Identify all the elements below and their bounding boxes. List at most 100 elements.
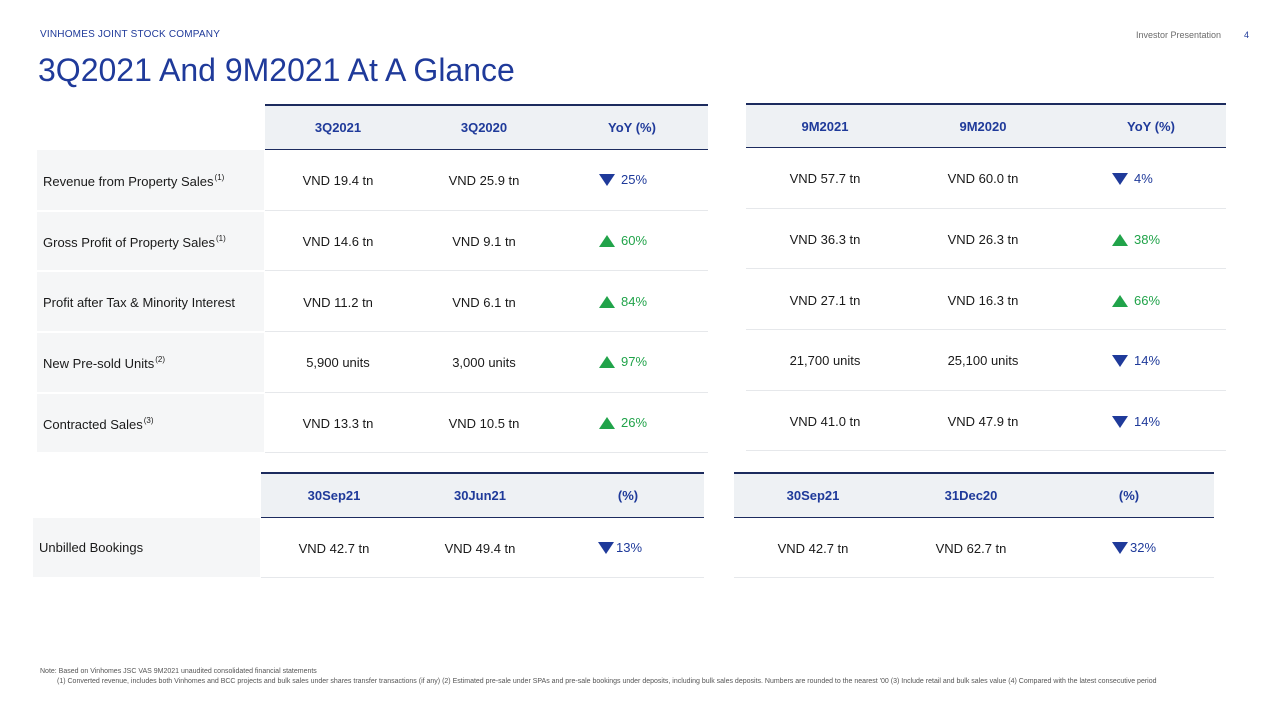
page-number: 4 <box>1244 30 1250 40</box>
row-divider <box>734 577 1214 578</box>
up-triangle-icon <box>599 355 615 368</box>
column-header-3q2021: 3Q2021 <box>314 120 362 135</box>
row-label-unbilled-bookings: Unbilled Bookings <box>39 540 144 555</box>
row-divider <box>746 268 1226 269</box>
row-divider <box>265 331 708 332</box>
row-divider <box>746 208 1226 209</box>
column-header-change: (%) <box>617 488 639 503</box>
column-header-3q2020: 3Q2020 <box>460 120 508 135</box>
row-label-text: Revenue from Property Sales <box>43 174 214 189</box>
down-triangle-icon <box>1112 415 1128 428</box>
column-header-yoy: YoY (%) <box>1127 118 1175 134</box>
value-9m2021: 21,700 units <box>789 353 861 368</box>
value-3q2021: VND 19.4 tn <box>302 173 374 188</box>
row-label-contracted-sales: Contracted Sales(3) <box>43 416 154 432</box>
page-title: 3Q2021 And 9M2021 At A Glance <box>38 52 515 88</box>
column-header-9m2020: 9M2020 <box>959 118 1007 134</box>
value-9m2021: VND 41.0 tn <box>789 414 861 429</box>
row-divider <box>265 210 708 211</box>
value-9m2020: VND 47.9 tn <box>947 414 1019 429</box>
value-3q2020: 3,000 units <box>452 355 516 370</box>
row-label-column: Revenue from Property Sales(1) Gross Pro… <box>37 150 264 452</box>
nine-month-table-header: 9M2021 9M2020 YoY (%) <box>746 103 1226 148</box>
label-row-divider <box>37 331 264 333</box>
down-triangle-icon <box>598 541 614 554</box>
down-triangle-icon <box>1112 172 1128 185</box>
row-divider <box>746 390 1226 391</box>
value-30sep21: VND 42.7 tn <box>298 541 370 556</box>
yoy-change: 84% <box>599 294 647 309</box>
yoy-value: 14% <box>1134 353 1161 368</box>
value-9m2021: VND 57.7 tn <box>789 171 861 186</box>
change-value: 13% <box>598 540 642 555</box>
yoy-change: 66% <box>1112 293 1160 308</box>
footnote-marker: (1) <box>214 173 225 182</box>
yoy-change: 26% <box>599 415 647 430</box>
footnote-definitions: (1) Converted revenue, includes both Vin… <box>57 678 1157 685</box>
up-triangle-icon <box>599 295 615 308</box>
down-triangle-icon <box>1112 541 1128 554</box>
column-header-30sep21: 30Sep21 <box>307 488 361 503</box>
yoy-change: 25% <box>599 172 647 187</box>
yoy-change: 38% <box>1112 232 1160 247</box>
up-triangle-icon <box>1112 294 1128 307</box>
column-header-30jun21: 30Jun21 <box>453 488 507 503</box>
yoy-value: 66% <box>1134 293 1161 308</box>
column-header-31dec20: 31Dec20 <box>944 488 998 503</box>
yoy-change: 4% <box>1112 171 1153 186</box>
row-divider <box>746 450 1226 451</box>
presentation-label: Investor Presentation <box>1136 30 1222 40</box>
row-label-text: Gross Profit of Property Sales <box>43 235 215 250</box>
column-header-30sep21: 30Sep21 <box>786 488 840 503</box>
down-triangle-icon <box>599 173 615 186</box>
row-divider <box>746 329 1226 330</box>
yoy-change: 60% <box>599 233 647 248</box>
yoy-value: 4% <box>1134 171 1153 186</box>
company-name: VINHOMES JOINT STOCK COMPANY <box>40 29 221 40</box>
up-triangle-icon <box>1112 233 1128 246</box>
column-header-yoy: YoY (%) <box>608 120 656 135</box>
row-label-gross-profit: Gross Profit of Property Sales(1) <box>43 234 226 250</box>
row-label-text: New Pre-sold Units <box>43 356 155 371</box>
value-9m2020: VND 16.3 tn <box>947 293 1019 308</box>
value-9m2020: VND 26.3 tn <box>947 232 1019 247</box>
yoy-value: 38% <box>1134 232 1161 247</box>
value-3q2021: VND 11.2 tn <box>303 295 373 310</box>
value-3q2021: VND 13.3 tn <box>302 416 374 431</box>
row-label-revenue: Revenue from Property Sales(1) <box>43 173 224 189</box>
change-value: 32% <box>1112 540 1156 555</box>
change-percent: 13% <box>616 540 643 555</box>
label-row-divider <box>37 210 264 212</box>
yoy-value: 26% <box>621 415 648 430</box>
label-row-divider <box>37 270 264 272</box>
yoy-change: 14% <box>1112 414 1160 429</box>
value-3q2021: VND 14.6 tn <box>302 234 374 249</box>
row-label-presold-units: New Pre-sold Units(2) <box>43 355 165 371</box>
value-9m2021: VND 27.1 tn <box>789 293 861 308</box>
value-3q2020: VND 25.9 tn <box>448 173 520 188</box>
footnote-marker: (2) <box>155 355 166 364</box>
row-divider <box>261 577 704 578</box>
bookings-label-cell: Unbilled Bookings <box>33 518 260 577</box>
column-header-change: (%) <box>1118 488 1140 503</box>
value-31dec20: VND 62.7 tn <box>935 541 1007 556</box>
yoy-value: 14% <box>1134 414 1161 429</box>
row-label-text: Profit after Tax & Minority Interest <box>43 295 235 310</box>
yoy-value: 97% <box>621 354 648 369</box>
footnote-source: Note: Based on Vinhomes JSC VAS 9M2021 u… <box>40 668 317 675</box>
quarter-table-header: 3Q2021 3Q2020 YoY (%) <box>265 104 708 150</box>
label-row-divider <box>37 392 264 394</box>
value-9m2020: VND 60.0 tn <box>947 171 1019 186</box>
bookings-right-header: 30Sep21 31Dec20 (%) <box>734 472 1214 518</box>
value-3q2020: VND 10.5 tn <box>448 416 520 431</box>
value-3q2020: VND 6.1 tn <box>452 295 516 310</box>
up-triangle-icon <box>599 234 615 247</box>
up-triangle-icon <box>599 416 615 429</box>
change-percent: 32% <box>1130 540 1157 555</box>
bookings-left-header: 30Sep21 30Jun21 (%) <box>261 472 704 518</box>
value-30jun21: VND 49.4 tn <box>444 541 516 556</box>
value-9m2020: 25,100 units <box>947 353 1019 368</box>
value-9m2021: VND 36.3 tn <box>789 232 861 247</box>
yoy-change: 14% <box>1112 353 1160 368</box>
down-triangle-icon <box>1112 354 1128 367</box>
